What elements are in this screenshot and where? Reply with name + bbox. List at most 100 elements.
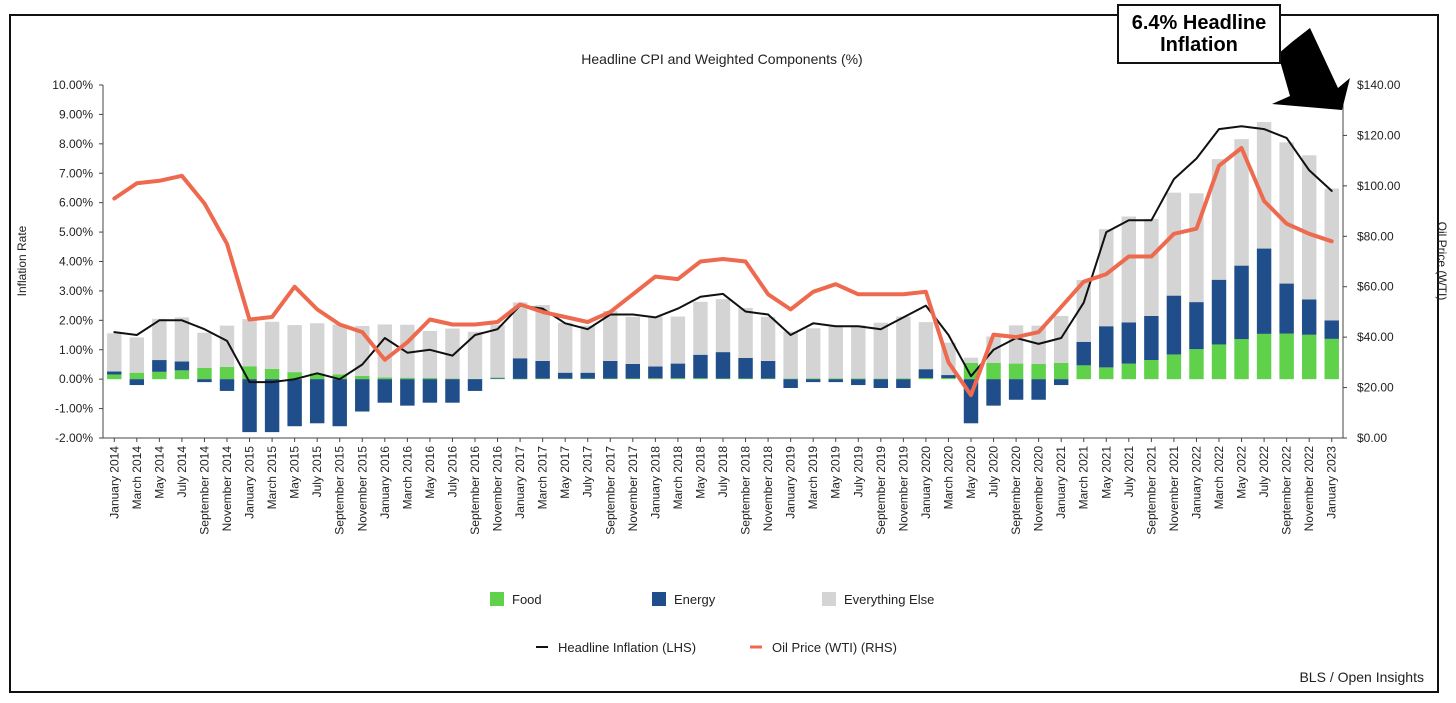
bar-everything-else [963,357,979,363]
x-tick-label: July 2017 [581,446,595,498]
bar-energy [941,375,956,378]
y2-tick-label: $80.00 [1357,229,1394,243]
bar-food [1166,354,1182,380]
headline-inflation-callout: 6.4% Headline Inflation [1117,4,1281,64]
x-tick-label: May 2017 [558,446,572,499]
x-tick-label: January 2023 [1325,446,1339,519]
x-tick-label: March 2020 [942,446,956,510]
bar-food [783,378,798,380]
bar-energy [1211,279,1227,345]
bar-food [760,378,776,380]
bar-energy [760,360,776,379]
bar-everything-else [107,333,122,372]
x-tick-label: March 2021 [1077,446,1091,510]
bar-everything-else [851,325,866,379]
bar-everything-else [625,316,641,364]
bar-everything-else [1301,155,1317,300]
x-tick-label: January 2016 [378,446,392,519]
bar-food [467,378,483,380]
bar-everything-else [1279,142,1294,284]
x-tick-label: January 2020 [919,446,933,519]
bar-everything-else [1076,280,1091,342]
bar-everything-else [152,318,167,361]
x-tick-label: May 2018 [694,446,708,499]
bar-food [941,377,956,380]
y-tick-label: 3.00% [59,284,93,298]
bar-everything-else [422,330,438,378]
bar-food [851,378,866,380]
x-tick-label: July 2022 [1257,446,1271,498]
bar-food [129,372,145,380]
bar-food [1234,339,1249,380]
bar-food [219,366,235,380]
y2-tick-label: $40.00 [1357,330,1394,344]
x-tick-label: March 2015 [265,446,279,510]
bar-everything-else [1008,325,1024,364]
bar-everything-else [174,317,190,362]
bar-food [1076,365,1091,380]
chart-title: Headline CPI and Weighted Components (%) [581,51,862,67]
x-tick-label: November 2021 [1167,446,1181,532]
bar-food [1121,363,1137,380]
bar-energy [851,379,866,386]
oil-price-line [112,146,1334,398]
bar-everything-else [648,316,663,367]
bar-everything-else [287,325,302,373]
x-tick-label: March 2018 [671,446,685,510]
bar-energy [197,379,212,383]
y-tick-label: -1.00% [55,402,93,416]
y2-tick-label: $100.00 [1357,179,1401,193]
y-tick-label: 10.00% [52,78,93,92]
x-tick-label: July 2018 [716,446,730,498]
x-tick-label: September 2017 [603,446,617,535]
bar-food [107,374,122,380]
bar-energy [670,363,686,379]
x-tick-label: July 2015 [310,446,324,498]
headline-inflation-line [113,125,1333,384]
bar-food [580,378,595,380]
bar-energy [625,363,641,379]
x-tick-label: January 2022 [1190,446,1204,519]
y-tick-label: 5.00% [59,225,93,239]
bar-food [738,378,753,380]
y2-tick-label: $120.00 [1357,128,1401,142]
bar-everything-else [557,322,573,373]
bar-everything-else [715,299,731,353]
y-tick-label: 0.00% [59,372,93,386]
legend-label-energy: Energy [674,592,716,607]
bar-food [1301,334,1317,380]
y-tick-label: 9.00% [59,107,93,121]
x-tick-label: May 2021 [1099,446,1113,499]
bar-energy [107,371,122,375]
bar-energy [1256,248,1272,334]
bar-food [986,362,1001,380]
bar-everything-else [1211,159,1227,280]
bar-food [355,375,370,380]
bar-food [828,378,843,380]
bar-energy [693,354,708,379]
x-tick-label: September 2020 [1009,446,1023,535]
bar-food [1189,349,1204,380]
x-tick-label: November 2019 [896,446,910,532]
x-tick-label: September 2015 [333,446,347,535]
x-tick-label: July 2020 [987,446,1001,498]
bar-food [422,377,438,380]
x-tick-label: January 2017 [513,446,527,519]
bar-energy [400,379,415,406]
legend-swatch-energy [652,592,666,606]
bar-energy [873,379,889,388]
bar-energy [287,379,302,427]
bar-energy [648,366,663,379]
bar-everything-else [264,321,280,369]
y2-tick-label: $0.00 [1357,431,1387,445]
bar-food [896,378,911,380]
x-tick-label: July 2021 [1122,446,1136,498]
bar-everything-else [1099,229,1114,327]
legend-swatch-everything-else [822,592,836,606]
bar-everything-else [896,316,911,379]
bar-energy [445,379,460,403]
bar-everything-else [445,328,460,379]
bar-everything-else [467,331,483,379]
bar-energy [1144,315,1159,361]
x-tick-label: November 2020 [1032,446,1046,532]
